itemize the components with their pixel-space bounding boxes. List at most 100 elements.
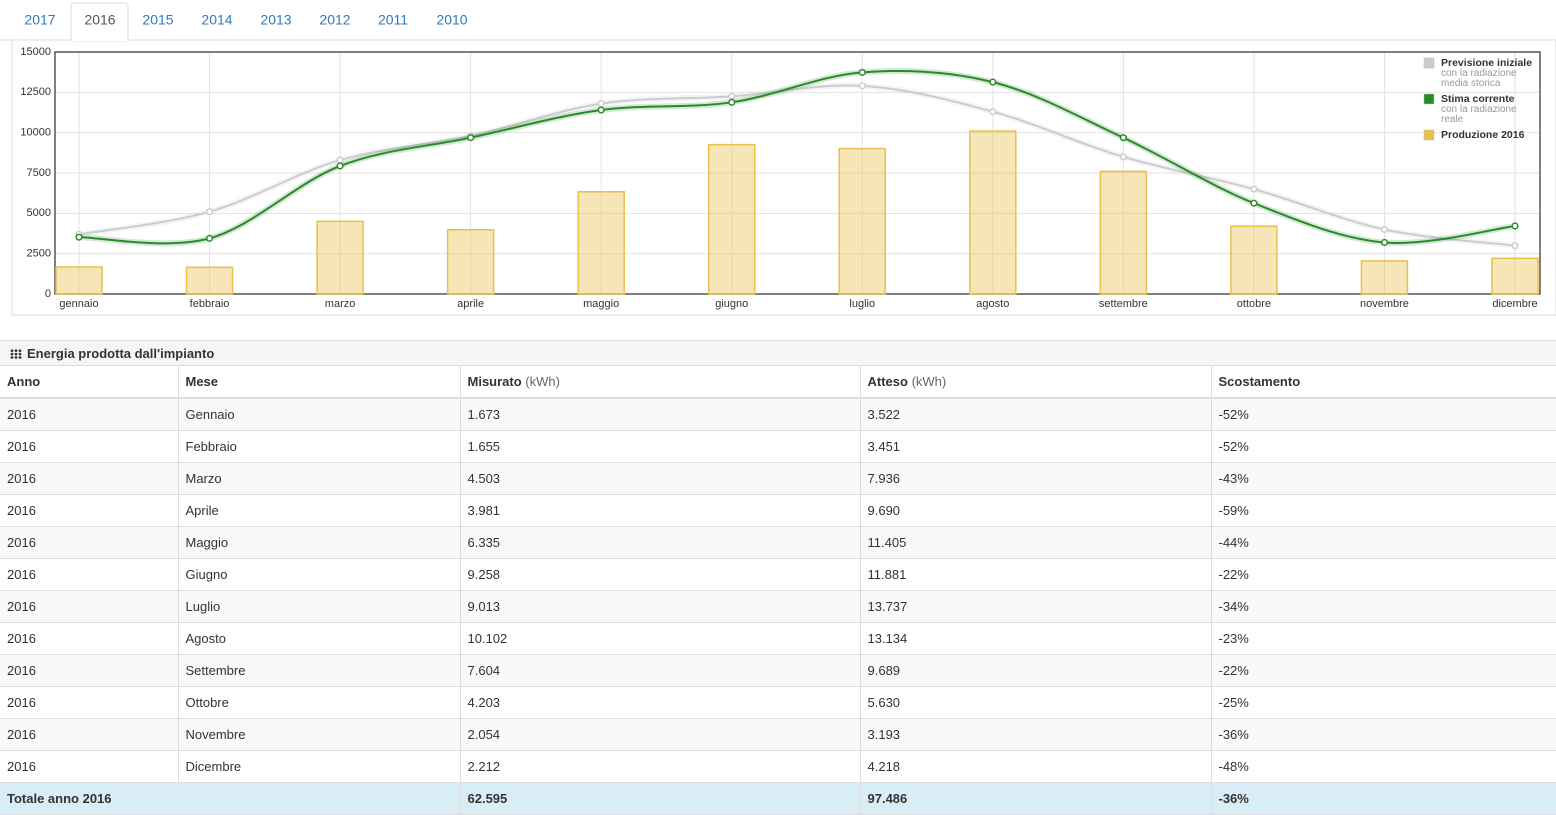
cell: -48% (1210, 750, 1556, 783)
cell: Gennaio (177, 398, 460, 431)
table-row: 2016 Maggio 6.335 11.405 -44% (0, 526, 1556, 559)
year-tab[interactable]: 2016 (84, 12, 115, 28)
cell: Maggio (177, 526, 460, 559)
table-row: 2016 Giugno 9.258 11.881 -22% (0, 558, 1556, 591)
cell: 10.102 (459, 622, 860, 655)
point (336, 162, 344, 170)
cell: 7.604 (459, 654, 860, 687)
column-header: Mese (177, 366, 460, 399)
point (989, 108, 997, 116)
x-tick-label: giugno (715, 298, 748, 310)
cell: 3.981 (459, 494, 860, 527)
table-row: 2016 Agosto 10.102 13.134 -23% (0, 622, 1556, 655)
cell: 2016 (0, 558, 178, 591)
cell: Aprile (177, 494, 460, 527)
plot-border (54, 51, 1541, 295)
year-tab[interactable]: 2017 (24, 12, 55, 28)
cell: Agosto (177, 622, 460, 655)
table-section: Energia prodotta dall'impianto Anno Mese M… (0, 340, 1556, 815)
total-cell: -36% (1210, 782, 1556, 815)
cell: 2016 (0, 526, 178, 559)
x-tick-label: novembre (1360, 298, 1409, 310)
cell: 11.881 (859, 558, 1211, 591)
cell: 2.054 (459, 718, 860, 751)
bar (838, 147, 887, 295)
cell: Luglio (177, 590, 460, 623)
cell: 4.218 (859, 750, 1211, 783)
point (728, 98, 736, 106)
cell: 2016 (0, 622, 178, 655)
y-tick-label: 12500 (20, 86, 51, 98)
year-tab[interactable]: 2013 (260, 12, 291, 28)
y-tick-label: 5000 (27, 207, 51, 219)
header-unit: (kWh) (525, 374, 560, 389)
cell: 6.335 (459, 526, 860, 559)
table-row: 2016 Ottobre 4.203 5.630 -25% (0, 686, 1556, 719)
point (858, 68, 866, 76)
year-tab[interactable]: 2011 (378, 12, 408, 28)
point (1511, 222, 1519, 230)
chart-panel: 2017 2016 2015 2014 2013 2012 2011 2010 0 2500 500… (0, 2, 1556, 316)
point (1250, 185, 1258, 193)
bar (55, 266, 103, 295)
point (467, 134, 475, 142)
cell: 5.630 (859, 686, 1211, 719)
cell: -25% (1210, 686, 1556, 719)
legend-note: con la radiazione media storica (1441, 68, 1517, 89)
table-row: 2016 Febbraio 1.655 3.451 -52% (0, 430, 1556, 463)
cell: Ottobre (177, 686, 460, 719)
legend-swatch (1423, 93, 1435, 105)
bar (446, 229, 495, 295)
point (1380, 225, 1389, 234)
cell: 11.405 (859, 526, 1211, 559)
cell: 9.258 (459, 558, 860, 591)
cell: -22% (1210, 558, 1556, 591)
header-label: Mese (185, 374, 219, 389)
point (597, 100, 605, 108)
year-tab[interactable]: 2010 (436, 12, 467, 28)
year-tab[interactable]: 2015 (142, 12, 173, 28)
y-tick-label: 0 (45, 288, 51, 300)
energy-table: Anno Mese Misurato (kWh) Atteso (kWh) Scosta… (0, 366, 1556, 815)
cell: 2016 (0, 686, 178, 719)
cell: 13.134 (859, 622, 1211, 655)
cell: 2016 (0, 430, 178, 463)
point (1511, 242, 1519, 250)
cell: Dicembre (177, 750, 460, 783)
cell: Giugno (177, 558, 460, 591)
x-tick-label: dicembre (1492, 298, 1537, 310)
legend-label: Stima corrente (1441, 93, 1515, 105)
column-header: Scostamento (1210, 366, 1556, 399)
cell: Marzo (177, 462, 460, 495)
bar (1230, 225, 1278, 295)
cell: Settembre (177, 654, 460, 687)
cell: Novembre (177, 718, 460, 751)
table-title-text: Energia prodotta dall'impianto (27, 346, 215, 361)
point (858, 82, 866, 90)
header-label: Scostamento (1218, 374, 1301, 389)
x-tick-label: settembre (1099, 298, 1148, 310)
total-row: Totale anno 2016 62.595 97.486 -36% (0, 782, 1556, 815)
y-tick-label: 15000 (20, 46, 51, 58)
x-tick-label: febbraio (190, 298, 230, 310)
year-tab[interactable]: 2014 (201, 12, 232, 28)
cell: -34% (1210, 590, 1556, 623)
cell: 9.690 (859, 494, 1211, 527)
x-tick-label: luglio (849, 298, 875, 310)
year-tab[interactable]: 2012 (319, 12, 350, 28)
legend-swatch (1423, 57, 1435, 69)
point (205, 234, 214, 242)
cell: 4.203 (459, 686, 860, 719)
legend-swatch (1423, 129, 1435, 141)
line (78, 84, 1516, 247)
bar (1491, 257, 1539, 295)
y-tick-label: 7500 (27, 167, 51, 179)
column-header: Misurato (kWh) (459, 366, 860, 399)
cell: 3.193 (859, 718, 1211, 751)
cell: -36% (1210, 718, 1556, 751)
cell: -43% (1210, 462, 1556, 495)
bar (707, 143, 756, 295)
y-tick-label: 10000 (20, 127, 51, 139)
table-row: 2016 Novembre 2.054 3.193 -36% (0, 718, 1556, 751)
bar (577, 191, 625, 295)
